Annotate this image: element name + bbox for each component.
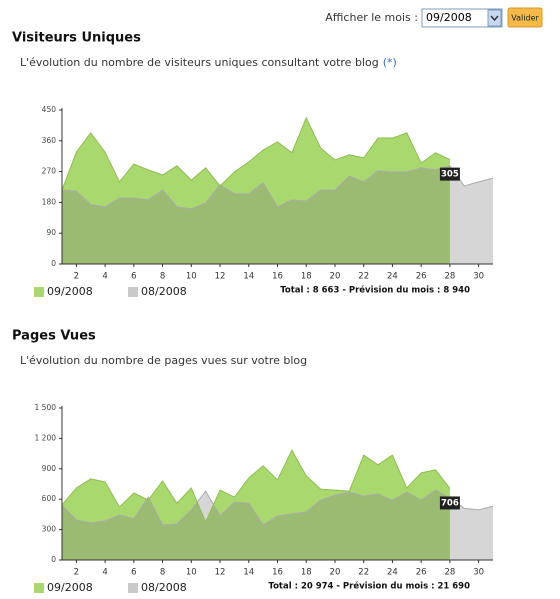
value-label-bg (439, 167, 460, 181)
x-tick-label: 8 (160, 568, 165, 578)
month-select[interactable] (421, 8, 503, 28)
select-arrow[interactable] (487, 9, 502, 27)
value-label: 706 (441, 498, 459, 508)
legend-label: 08/2008 (141, 581, 187, 594)
y-tick-label: 300 (42, 525, 57, 534)
y-tick-label: 1 200 (35, 433, 57, 442)
legend-label: 09/2008 (47, 285, 93, 298)
area-fill (62, 490, 493, 560)
x-tick-label: 12 (215, 272, 226, 282)
area-fill (62, 450, 450, 560)
x-tick-label: 22 (358, 568, 369, 578)
series-line (61, 448, 451, 524)
y-tick-label: 270 (42, 167, 57, 176)
x-tick-label: 20 (330, 568, 341, 578)
x-tick-label: 28 (444, 568, 455, 578)
total: Total : 20 974 - Prévision du mois : 21 … (268, 581, 470, 592)
x-tick-label: 30 (473, 568, 484, 578)
x-tick-label: 14 (243, 568, 254, 578)
x-tick-label: 24 (387, 272, 398, 282)
y-tick-label: 1 500 (35, 403, 57, 412)
x-tick-label: 10 (186, 272, 197, 282)
legend-swatch (128, 287, 138, 297)
legend-label: 09/2008 (47, 581, 93, 594)
y-tick-label: 0 (51, 259, 56, 268)
section-title: Pages Vues (12, 329, 96, 344)
x-tick-label: 6 (131, 568, 136, 578)
x-tick-label: 6 (131, 272, 136, 282)
y-tick-label: 0 (51, 555, 56, 564)
x-tick-label: 14 (243, 272, 254, 282)
month-selected[interactable]: 09/2008 (426, 11, 472, 24)
section-title: Visiteurs Uniques (12, 31, 141, 46)
y-tick-label: 90 (46, 228, 56, 237)
y-tick-label: 360 (42, 136, 57, 145)
series-line (61, 489, 494, 526)
subtitle: L'évolution du nombre de pages vues sur … (20, 354, 307, 367)
legend-swatch (34, 583, 44, 593)
legend-label: 08/2008 (141, 285, 187, 298)
y-tick-label: 180 (42, 197, 57, 206)
x-tick-label: 16 (272, 272, 283, 282)
legend-swatch (34, 287, 44, 297)
value-label-bg (439, 496, 460, 510)
x-tick-label: 2 (74, 568, 79, 578)
arrow-icon (490, 15, 499, 22)
x-tick-label: 12 (215, 568, 226, 578)
x-tick-label: 4 (102, 272, 107, 282)
x-tick-label: 10 (186, 568, 197, 578)
submit-label[interactable]: Valider (511, 14, 539, 23)
y-tick-label: 600 (42, 494, 57, 503)
y-tick-label: 900 (42, 464, 57, 473)
x-tick-label: 30 (473, 272, 484, 282)
subtitle: L'évolution du nombre de visiteurs uniqu… (20, 56, 379, 69)
note-link: (*) (383, 56, 397, 69)
x-tick-label: 8 (160, 272, 165, 282)
area-fill (62, 165, 493, 264)
x-tick-label: 16 (272, 568, 283, 578)
month-label: Afficher le mois : (325, 11, 418, 24)
x-tick-label: 4 (102, 568, 107, 578)
area-fill (62, 117, 450, 264)
legend-swatch (128, 583, 138, 593)
submit-button[interactable] (507, 7, 543, 28)
x-tick-label: 2 (74, 272, 79, 282)
value-label: 305 (441, 170, 459, 180)
total: Total : 8 663 - Prévision du mois : 8 94… (280, 285, 470, 296)
x-tick-label: 22 (358, 272, 369, 282)
x-tick-label: 26 (416, 568, 427, 578)
x-tick-label: 20 (330, 272, 341, 282)
x-tick-label: 18 (301, 272, 312, 282)
x-tick-label: 28 (444, 272, 455, 282)
y-tick-label: 450 (42, 105, 57, 114)
series-line (61, 116, 451, 191)
x-tick-label: 18 (301, 568, 312, 578)
series-line (61, 165, 494, 210)
x-tick-label: 24 (387, 568, 398, 578)
x-tick-label: 26 (416, 272, 427, 282)
